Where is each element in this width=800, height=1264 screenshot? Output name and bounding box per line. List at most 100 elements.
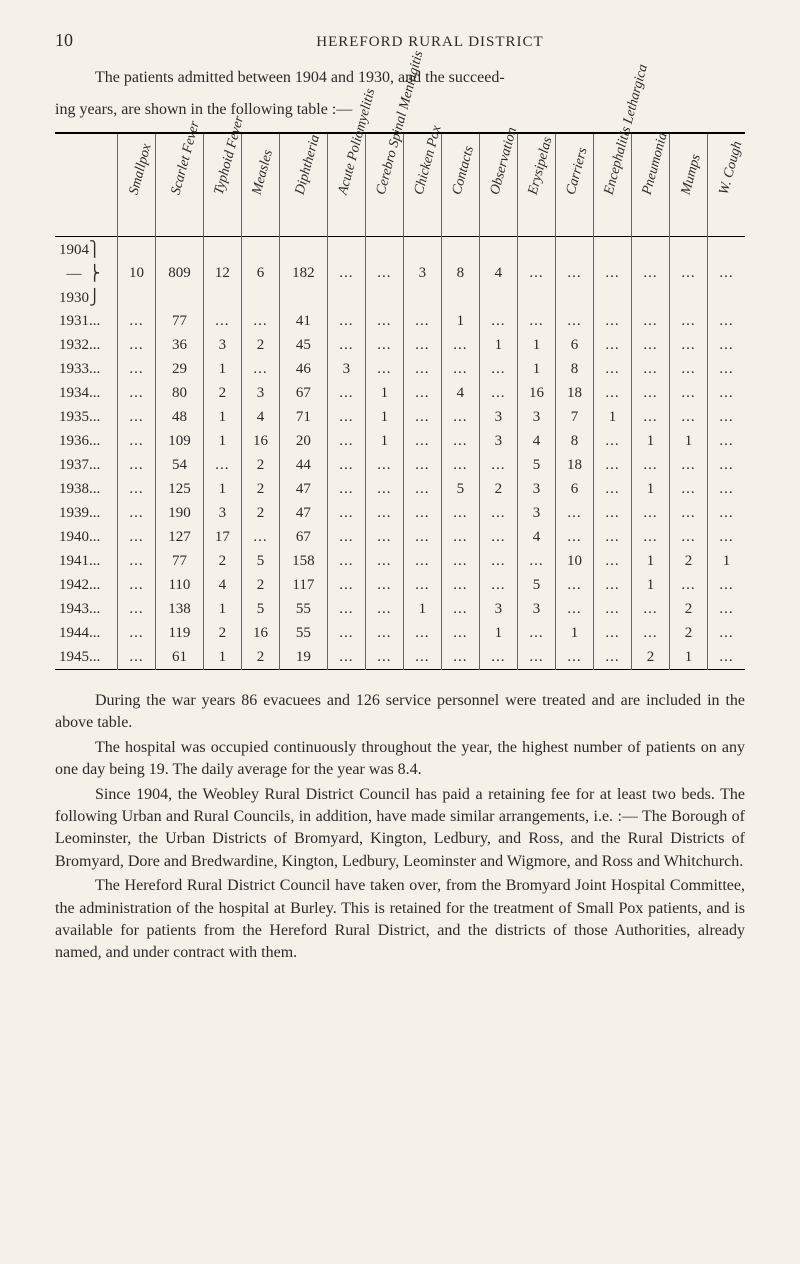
- data-cell: ...: [241, 309, 279, 333]
- data-cell: ...: [327, 261, 365, 285]
- data-cell: 20: [279, 429, 327, 453]
- data-cell: ...: [403, 621, 441, 645]
- data-cell: ...: [327, 429, 365, 453]
- data-cell: ...: [593, 261, 631, 285]
- data-cell: 18: [555, 453, 593, 477]
- data-cell: [517, 285, 555, 309]
- year-cell: 1935...: [55, 405, 118, 429]
- data-cell: 809: [156, 261, 204, 285]
- data-cell: ...: [555, 645, 593, 670]
- data-cell: ...: [708, 453, 745, 477]
- data-cell: 1: [203, 405, 241, 429]
- data-cell: 71: [279, 405, 327, 429]
- data-cell: ...: [555, 597, 593, 621]
- data-cell: ...: [327, 525, 365, 549]
- data-cell: ...: [631, 333, 669, 357]
- data-cell: ...: [670, 309, 708, 333]
- data-cell: ...: [403, 549, 441, 573]
- data-cell: 29: [156, 357, 204, 381]
- data-cell: 5: [441, 477, 479, 501]
- data-cell: ...: [327, 333, 365, 357]
- table-row: 1938......1251247.........5236...1......: [55, 477, 745, 501]
- data-cell: 127: [156, 525, 204, 549]
- data-cell: ...: [365, 261, 403, 285]
- data-cell: ...: [631, 357, 669, 381]
- data-cell: ...: [241, 525, 279, 549]
- data-cell: 3: [517, 477, 555, 501]
- data-cell: 4: [241, 405, 279, 429]
- data-cell: 1: [365, 429, 403, 453]
- data-cell: ...: [708, 429, 745, 453]
- table-header-7: Cerebro Spinal Meningitis: [365, 133, 403, 237]
- data-cell: 3: [479, 429, 517, 453]
- data-cell: ...: [708, 501, 745, 525]
- page-number: 10: [55, 30, 73, 50]
- data-cell: ...: [593, 357, 631, 381]
- table-header-8: Chicken Pox: [403, 133, 441, 237]
- data-cell: 3: [327, 357, 365, 381]
- data-cell: [708, 285, 745, 309]
- data-cell: 4: [441, 381, 479, 405]
- data-cell: [441, 237, 479, 262]
- data-cell: 1: [517, 357, 555, 381]
- table-row: 1930⎭: [55, 285, 745, 309]
- table-row: 1931......77......41.........1..........…: [55, 309, 745, 333]
- data-cell: ...: [479, 309, 517, 333]
- data-cell: ...: [118, 477, 156, 501]
- data-cell: 6: [241, 261, 279, 285]
- table-row: 1942......11042117...............5......…: [55, 573, 745, 597]
- data-cell: ...: [708, 309, 745, 333]
- table-header-5: Diphtheria: [279, 133, 327, 237]
- data-cell: 17: [203, 525, 241, 549]
- data-cell: ...: [479, 525, 517, 549]
- data-cell: 6: [555, 333, 593, 357]
- data-cell: 19: [279, 645, 327, 670]
- year-cell: 1934...: [55, 381, 118, 405]
- data-cell: 1: [203, 357, 241, 381]
- data-cell: 1: [670, 429, 708, 453]
- year-cell: 1939...: [55, 501, 118, 525]
- data-cell: [593, 237, 631, 262]
- data-cell: ...: [203, 453, 241, 477]
- data-cell: 2: [241, 645, 279, 670]
- table-header-3: Typhoid Fever: [203, 133, 241, 237]
- data-cell: ...: [327, 597, 365, 621]
- data-cell: 80: [156, 381, 204, 405]
- data-cell: ...: [670, 477, 708, 501]
- data-cell: ...: [118, 357, 156, 381]
- data-cell: 2: [631, 645, 669, 670]
- data-cell: ...: [327, 549, 365, 573]
- data-cell: 158: [279, 549, 327, 573]
- data-cell: 47: [279, 501, 327, 525]
- data-cell: ...: [670, 261, 708, 285]
- data-cell: 2: [203, 621, 241, 645]
- table-header-2: Scarlet Fever: [156, 133, 204, 237]
- data-cell: 8: [555, 357, 593, 381]
- data-cell: ...: [708, 381, 745, 405]
- data-cell: 61: [156, 645, 204, 670]
- data-cell: [365, 237, 403, 262]
- data-cell: 4: [479, 261, 517, 285]
- data-cell: 125: [156, 477, 204, 501]
- data-cell: 182: [279, 261, 327, 285]
- data-cell: ...: [403, 357, 441, 381]
- data-cell: 1: [403, 597, 441, 621]
- data-cell: ...: [593, 381, 631, 405]
- data-cell: ...: [327, 381, 365, 405]
- data-cell: ...: [403, 405, 441, 429]
- data-cell: ...: [517, 549, 555, 573]
- year-cell: 1936...: [55, 429, 118, 453]
- table-header-14: Pneumonia: [631, 133, 669, 237]
- table-header-6: Acute Poliomyelitis: [327, 133, 365, 237]
- table-header-11: Erysipelas: [517, 133, 555, 237]
- data-cell: ...: [441, 597, 479, 621]
- data-cell: 110: [156, 573, 204, 597]
- data-cell: ...: [441, 645, 479, 670]
- data-cell: ...: [670, 501, 708, 525]
- data-cell: ...: [708, 357, 745, 381]
- data-cell: ...: [479, 453, 517, 477]
- data-cell: ...: [479, 573, 517, 597]
- data-cell: ...: [365, 477, 403, 501]
- data-cell: ...: [593, 549, 631, 573]
- data-cell: 1: [479, 621, 517, 645]
